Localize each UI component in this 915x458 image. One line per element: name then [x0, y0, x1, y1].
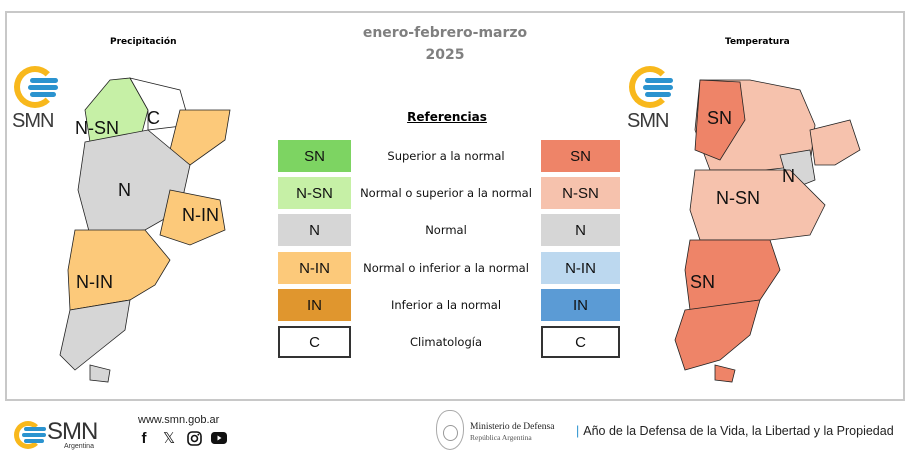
precip-swatch-sn: SN — [278, 140, 351, 172]
ministry-logo: Ministerio de Defensa República Argentin… — [436, 410, 566, 450]
precip-swatch-in: IN — [278, 289, 351, 321]
region-label: N-SN — [716, 188, 760, 208]
smn-ring-icon — [629, 66, 671, 108]
facebook-icon[interactable]: f — [141, 429, 147, 447]
precip-swatch-n-sn: N-SN — [278, 177, 351, 209]
website-link[interactable]: www.smn.gob.ar — [138, 414, 220, 426]
legend-row-n: N Normal N — [278, 214, 620, 246]
region-label: N-IN — [182, 205, 219, 225]
region-label: N — [782, 166, 795, 186]
precip-swatch-c: C — [278, 326, 351, 358]
smn-ring-icon — [14, 66, 56, 108]
temp-swatch-n: N — [541, 214, 620, 246]
temp-swatch-sn: SN — [541, 140, 620, 172]
precip-swatch-n-in: N-IN — [278, 252, 351, 284]
region-label: N-IN — [76, 272, 113, 292]
legend-title: Referencias — [407, 110, 487, 124]
legend-row-sn: SN Superior a la normal SN — [278, 140, 620, 172]
precipitation-map — [59, 77, 231, 383]
youtube-icon[interactable] — [211, 430, 227, 446]
year-label: 2025 — [425, 47, 465, 63]
slogan: | Año de la Defensa de la Vida, la Libert… — [576, 424, 894, 438]
region-label: SN — [707, 108, 733, 128]
region-label: SN — [690, 272, 716, 292]
region-label: C — [147, 108, 160, 128]
instagram-icon[interactable] — [186, 430, 202, 446]
temperature-map-title: Temperatura — [725, 37, 790, 47]
precip-swatch-n: N — [278, 214, 351, 246]
legend-desc: Inferior a la normal — [390, 298, 502, 312]
legend-row-in: IN Inferior a la normal IN — [278, 289, 620, 321]
legend-desc: Normal o superior a la normal — [360, 186, 532, 200]
temperature-map — [674, 79, 861, 383]
coat-of-arms-icon — [436, 410, 464, 450]
social-links: f 𝕏 — [136, 429, 227, 447]
region-label: N-SN — [75, 118, 119, 138]
smn-argentina-logo: SMN Argentina — [14, 418, 124, 452]
region-label: N — [118, 180, 131, 200]
x-icon[interactable]: 𝕏 — [162, 430, 176, 447]
temp-swatch-n-sn: N-SN — [541, 177, 620, 209]
smn-logo-precip: SMN — [12, 66, 72, 136]
legend-row-c: C Climatología C — [278, 326, 620, 358]
temp-swatch-in: IN — [541, 289, 620, 321]
temp-swatch-n-in: N-IN — [541, 252, 620, 284]
legend-desc: Normal — [425, 223, 467, 237]
smn-logo-temp: SMN — [627, 66, 687, 136]
precipitation-map-title: Precipitación — [110, 37, 177, 47]
period-title: enero-febrero-marzo 2025 — [300, 22, 590, 66]
legend-row-n-in: N-IN Normal o inferior a la normal N-IN — [278, 252, 620, 284]
temp-swatch-c: C — [541, 326, 620, 358]
period-label: enero-febrero-marzo — [362, 25, 528, 41]
legend-row-n-sn: N-SN Normal o superior a la normal N-SN — [278, 177, 620, 209]
legend-desc: Climatología — [410, 335, 482, 349]
legend-desc: Superior a la normal — [387, 149, 505, 163]
smn-ring-icon — [14, 421, 42, 449]
legend-desc: Normal o inferior a la normal — [363, 261, 529, 275]
